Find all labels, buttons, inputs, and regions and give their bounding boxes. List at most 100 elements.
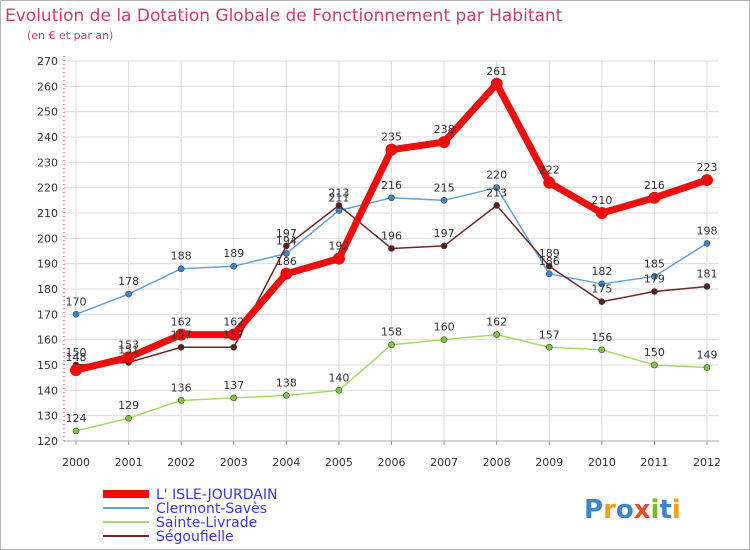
data-label: 186 <box>539 255 560 268</box>
logo-letter: i <box>672 495 681 525</box>
legend-label: Ségoufielle <box>156 529 234 545</box>
series-point <box>70 364 82 377</box>
data-label: 138 <box>276 376 297 389</box>
data-label: 157 <box>171 328 192 341</box>
series-point <box>595 207 608 219</box>
y-tick-label: 210 <box>37 207 58 220</box>
logo-letter: r <box>603 495 616 525</box>
series-point <box>72 311 80 318</box>
x-tick-label: 2000 <box>62 456 90 469</box>
logo-letter: P <box>584 495 603 525</box>
x-tick-label: 2012 <box>693 456 721 469</box>
data-label: 238 <box>434 123 455 136</box>
series-point <box>701 174 713 187</box>
data-label: 197 <box>276 227 297 240</box>
series-point <box>438 136 451 149</box>
x-tick-label: 2009 <box>535 456 563 469</box>
y-tick-label: 190 <box>37 258 58 271</box>
data-label: 192 <box>328 240 349 253</box>
series-point <box>385 143 398 156</box>
y-tick-label: 270 <box>37 55 58 68</box>
logo-letter: i <box>651 495 660 525</box>
data-label: 196 <box>381 229 402 242</box>
series-point <box>125 290 132 298</box>
data-label: 210 <box>591 194 612 207</box>
series-point <box>648 191 661 204</box>
series-point <box>230 343 238 351</box>
x-tick-label: 2005 <box>325 456 353 469</box>
series-point <box>545 343 553 351</box>
data-label: 150 <box>644 346 665 359</box>
series-point <box>493 202 500 209</box>
series-point <box>440 197 448 204</box>
data-label: 213 <box>328 186 349 199</box>
series-point <box>388 245 395 252</box>
logo-letter: x <box>634 495 651 525</box>
data-label: 162 <box>486 316 507 329</box>
series-point <box>440 242 448 250</box>
series-point <box>490 77 503 90</box>
data-label: 136 <box>171 381 192 394</box>
series-point <box>283 250 290 257</box>
legend: L' ISLE-JOURDAINClermont-SavèsSainte-Liv… <box>103 487 277 545</box>
series-point <box>177 343 185 351</box>
series-point <box>651 361 658 369</box>
data-label: 175 <box>591 283 612 296</box>
data-label: 185 <box>644 257 665 270</box>
data-label: 186 <box>276 255 297 268</box>
series <box>70 77 713 435</box>
data-label: 140 <box>328 371 349 384</box>
data-label: 149 <box>697 349 718 362</box>
chart-subtitle: (en € et par an) <box>27 29 113 42</box>
data-label: 197 <box>434 227 455 240</box>
data-label: 157 <box>539 328 560 341</box>
series-point <box>177 265 185 273</box>
series-point <box>230 262 238 270</box>
x-tick-label: 2011 <box>640 456 668 469</box>
y-tick-label: 130 <box>37 410 58 423</box>
data-label: 222 <box>539 164 560 177</box>
data-label: 198 <box>697 224 718 237</box>
data-label: 156 <box>591 331 612 344</box>
y-tick-label: 250 <box>37 106 58 119</box>
series-point <box>122 351 135 364</box>
data-label: 170 <box>66 295 87 308</box>
y-tick-label: 120 <box>37 435 58 448</box>
x-tick-label: 2003 <box>220 456 248 469</box>
data-labels: 170 178 188 189 194 211 216 215 220 186 182 185 198 1… <box>66 65 718 425</box>
data-label: 150 <box>66 346 87 359</box>
data-label: 178 <box>118 275 139 288</box>
series-point <box>703 364 711 371</box>
y-tick-label: 170 <box>37 308 58 321</box>
series-point <box>543 176 556 189</box>
data-label: 179 <box>644 273 665 286</box>
series-point <box>545 262 553 270</box>
grid <box>64 60 719 442</box>
y-tick-label: 180 <box>37 283 58 296</box>
y-tick-label: 240 <box>37 131 58 144</box>
series-point <box>703 283 711 290</box>
data-label: 215 <box>434 181 455 194</box>
series-point <box>388 194 395 202</box>
data-label: 188 <box>171 250 192 263</box>
series-point <box>598 346 606 354</box>
data-label: 216 <box>381 179 402 192</box>
x-tick-label: 2004 <box>272 456 300 469</box>
proxiti-logo: Proxiti <box>584 495 681 525</box>
series-point <box>175 328 188 341</box>
logo-letter: t <box>659 495 671 525</box>
data-label: 137 <box>223 379 244 392</box>
series-point <box>125 414 132 422</box>
data-label: 162 <box>223 316 244 329</box>
series-point <box>280 267 293 280</box>
legend-label: Sainte-Livrade <box>156 515 257 531</box>
series-point <box>230 394 238 402</box>
data-label: 194 <box>276 235 297 248</box>
y-tick-label: 150 <box>37 359 58 372</box>
data-label: 216 <box>644 179 665 192</box>
x-tick-label: 2002 <box>167 456 195 469</box>
y-tick-label: 200 <box>37 232 58 245</box>
y-tick-label: 160 <box>37 334 58 347</box>
